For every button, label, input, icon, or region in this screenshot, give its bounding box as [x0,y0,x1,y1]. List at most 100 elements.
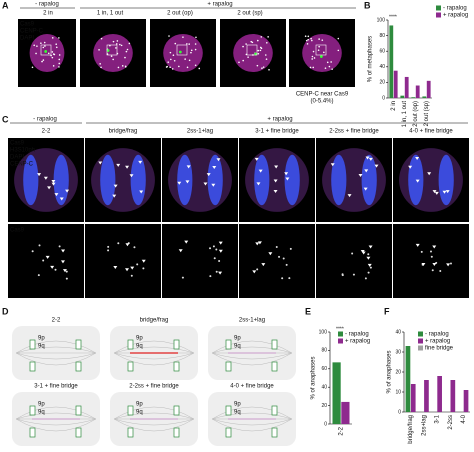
cas9-spot [133,246,136,249]
arm-label: 9q [38,410,45,416]
cenp-spot [119,43,121,46]
nucleus [233,33,273,73]
cenp-spot [256,64,259,67]
cenp-spot [58,66,60,68]
column-label: 2-2 [52,318,61,324]
chromatin [284,154,300,206]
cenp-spot [182,36,184,38]
arrowhead [54,193,59,197]
cenp-spot [169,66,171,69]
cenp-spot [195,36,197,39]
legend-swatch [338,338,343,344]
arm-label: 9p [136,336,143,342]
cas9-spot [209,247,212,250]
cenp-spot [47,52,50,55]
y-tick-label: 10 [395,389,401,395]
arrowhead [445,190,450,194]
arrowhead [347,194,352,198]
spindle-fiber [113,406,195,420]
y-tick-label: 20 [395,369,401,375]
spindle-fiber [113,418,195,432]
cenp-spot [121,65,124,67]
cenp-spot [31,66,34,69]
chromatin [130,154,146,206]
cas9-spot [142,267,145,270]
cas9-spot [369,266,372,269]
arrowhead [421,262,426,266]
condition-label: - rapalog [35,2,59,8]
cas9-spot [352,273,355,276]
x-tick-label: 2-2ss [448,415,454,430]
arm-label: 9q [38,344,45,350]
bar [405,346,411,412]
arrowhead [254,157,259,161]
legend-swatch [436,12,441,18]
cas9-spot [213,257,216,260]
arrowhead [141,259,146,263]
chromatin [177,154,193,206]
cenp-spot [311,55,314,58]
inset-box [315,44,327,56]
cenp-spot [99,63,101,65]
column-label: 2ss-1+lag [187,129,213,135]
column-label: 2 out (op) [167,11,193,17]
cenp-spot [321,39,324,41]
cas9-spot [439,270,442,273]
arm-label: 9p [234,402,241,408]
chromosome [225,361,232,372]
cas9-spot [275,246,278,249]
chromosome [127,361,134,372]
chromosome [29,405,36,416]
panel-letter: A [2,0,9,10]
cenp-spot [125,50,128,53]
arrowhead [434,191,439,195]
cenp-spot [256,39,259,42]
channel-label: CENP-C [10,162,34,168]
cenp-spot [174,42,177,45]
spindle-fiber [15,340,97,354]
y-tick-label: 100 [319,329,328,335]
legend-label: - rapalog [345,332,369,338]
chromatin [254,154,270,206]
chromosome [29,339,36,350]
legend-swatch [436,5,441,11]
arrowhead [211,183,216,187]
bar [437,376,442,412]
y-tick-label: 40 [379,64,385,70]
micrograph [162,224,238,298]
arrowhead [184,240,189,244]
arrowhead [274,165,279,169]
cenp-spot [261,67,263,69]
legend-label: - rapalog [443,6,467,12]
cenp-spot [58,37,60,39]
y-axis-label: % of anaphases [311,356,317,399]
cenp-spot [100,66,102,69]
cenp-spot [188,43,190,45]
cas9-spot [341,274,344,277]
column-label: 1 in, 1 out [97,11,124,17]
cenp-spot [328,65,331,68]
chromosome [271,339,278,350]
arrowhead [368,157,373,161]
spindle-fiber [211,352,293,366]
arrowhead [258,169,263,173]
spindle-fiber [15,418,97,432]
y-tick-label: 0 [398,409,401,415]
cas9-spot [420,250,423,253]
arrowhead [206,173,211,177]
cenp-spot [311,58,313,60]
arrowhead [367,263,372,267]
y-tick-label: 0 [382,95,385,101]
chromatin [53,154,69,206]
cenp-spot [35,52,37,55]
cenp-spot [58,62,61,65]
cenp-spot [194,43,197,45]
cenp-spot [52,65,55,67]
cenp-spot [311,39,313,42]
arrowhead [177,181,182,185]
cenp-spot [337,37,340,40]
cenp-spot [304,35,307,38]
y-tick-label: 60 [321,366,327,372]
column-label: 4-0 + fine bridge [409,129,453,135]
